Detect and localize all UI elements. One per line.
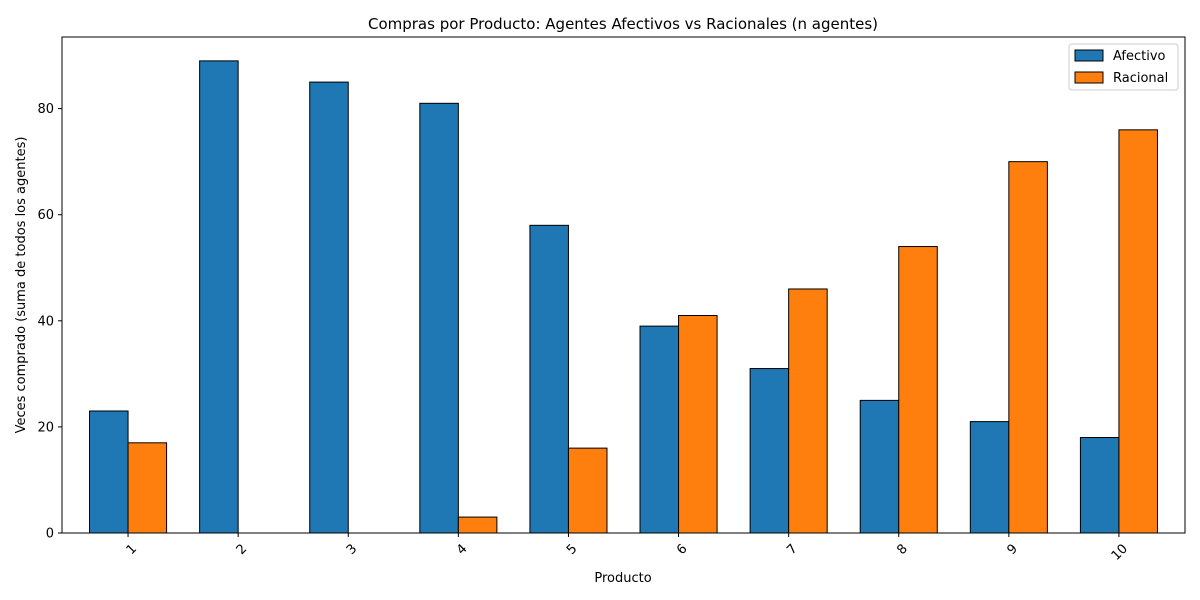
y-axis-ticks: 0 20 40 60 80 <box>37 102 62 542</box>
y-tick-label: 40 <box>37 314 54 329</box>
y-tick-label: 80 <box>37 102 54 117</box>
bar-racional-9 <box>1008 161 1048 534</box>
bar-afectivo-8 <box>859 399 900 534</box>
bar-afectivo-1 <box>89 410 129 534</box>
x-tick-label: 9 <box>1004 541 1020 557</box>
bar-racional-8 <box>898 246 938 534</box>
legend-label-afectivo: Afectivo <box>1113 49 1166 64</box>
x-tick-label: 2 <box>234 541 250 557</box>
bar-afectivo-7 <box>749 368 790 534</box>
bar-afectivo-9 <box>969 421 1010 534</box>
bar-racional-1 <box>127 442 168 534</box>
bar-racional-7 <box>788 288 828 534</box>
x-tick-label: 3 <box>344 541 360 557</box>
x-tick-label: 10 <box>1109 541 1131 563</box>
plot-frame <box>61 36 1186 534</box>
bar-racional-10 <box>1118 129 1158 534</box>
x-axis-label: Producto <box>594 571 651 586</box>
chart-title: Compras por Producto: Agentes Afectivos … <box>368 15 878 33</box>
bar-afectivo-3 <box>309 81 349 534</box>
bar-racional-6 <box>678 315 718 534</box>
legend-label-racional: Racional <box>1113 71 1168 86</box>
y-tick-label: 0 <box>46 527 54 542</box>
x-tick-label: 8 <box>894 541 910 557</box>
legend-swatch-afectivo <box>1074 49 1104 62</box>
bar-racional-5 <box>567 447 608 534</box>
legend-swatch-racional <box>1074 71 1104 84</box>
x-tick-label: 6 <box>674 541 690 557</box>
bars-layer <box>89 60 1158 534</box>
bar-afectivo-6 <box>639 325 680 534</box>
y-tick-label: 60 <box>37 208 54 223</box>
y-axis-label: Veces comprado (suma de todos los agente… <box>14 137 29 434</box>
x-tick-label: 1 <box>124 541 140 557</box>
bar-afectivo-4 <box>419 102 459 534</box>
bar-racional-4 <box>457 516 498 534</box>
bar-afectivo-2 <box>199 60 239 534</box>
x-tick-label: 7 <box>784 541 800 557</box>
x-tick-label: 4 <box>454 541 470 557</box>
bar-afectivo-5 <box>529 224 569 534</box>
x-axis-ticks: 1 2 3 4 5 6 7 8 9 10 <box>124 533 1131 564</box>
bar-afectivo-10 <box>1079 437 1120 534</box>
x-tick-label: 5 <box>564 541 580 557</box>
y-tick-label: 20 <box>37 420 54 435</box>
legend: Afectivo Racional <box>1068 43 1179 91</box>
